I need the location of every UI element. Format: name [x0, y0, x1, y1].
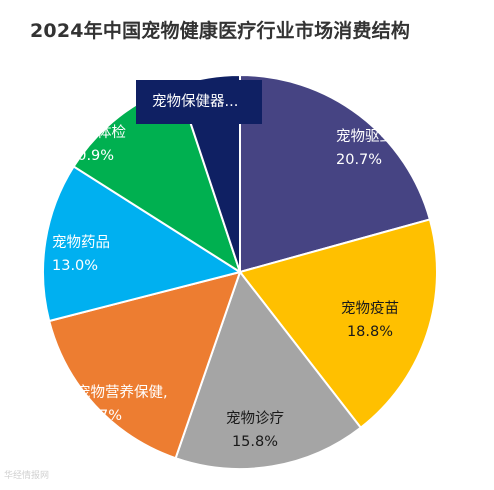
slice-deworming	[239, 73, 432, 274]
slice-nutrition	[47, 270, 242, 460]
slice-label-value: 13.0%	[52, 258, 99, 274]
slice-label-name: 宠物诊疗	[226, 411, 284, 427]
slice-label-value: 18.8%	[346, 324, 394, 340]
slice-label-health-devices: 宠物保健器...	[136, 80, 262, 124]
slice-label-checkup: 宠物体检 10.9%	[68, 122, 126, 168]
slice-label-name: 宠物驱虫	[336, 129, 394, 145]
slice-diagnosis	[174, 269, 363, 470]
slice-label-value: 10.9%	[68, 148, 115, 164]
slice-label-value: 20.7%	[336, 152, 383, 168]
slice-label-deworming: 宠物驱虫 20.7%	[336, 126, 394, 172]
slice-label-name: 宠物药品	[52, 235, 110, 251]
chart-title: 2024年中国宠物健康医疗行业市场消费结构	[30, 20, 411, 42]
slice-label-name: 宠物疫苗	[341, 301, 399, 317]
slice-label-vaccine: 宠物疫苗 18.8%	[341, 298, 399, 344]
slice-label-medicine: 宠物药品 13.0%	[52, 232, 110, 278]
slice-label-name: 宠物保健器...	[152, 94, 239, 110]
slice-medicine	[42, 165, 243, 323]
watermark: 华经情报网	[4, 471, 50, 481]
slice-label-text: 宠物营养保健, 15.7%	[76, 385, 168, 424]
slice-label-diagnosis: 宠物诊疗 15.8%	[226, 408, 284, 454]
slice-vaccine	[238, 218, 438, 430]
slice-label-nutrition: 宠物营养保健, 15.7%	[76, 382, 186, 428]
slice-label-value: 15.8%	[231, 434, 279, 450]
slice-label-name: 宠物体检	[68, 125, 126, 141]
